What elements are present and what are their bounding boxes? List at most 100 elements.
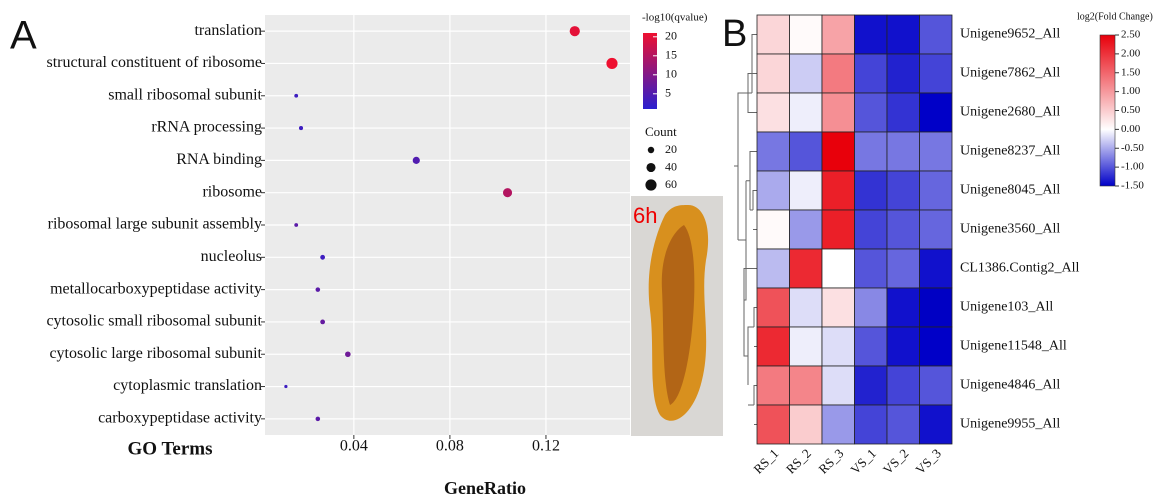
heatmap-cell (886, 92, 920, 133)
heatmap-cell (886, 404, 920, 445)
row-label: Unigene11548_All (960, 339, 1067, 354)
heatmap-cell (821, 14, 855, 55)
heatmap-cell (854, 287, 888, 328)
heatmap-cell (886, 287, 920, 328)
legend-bubble (647, 146, 655, 154)
colorbar-tick-label: 1.50 (1121, 66, 1141, 78)
bubble (320, 254, 326, 260)
legend-title: Count (645, 124, 677, 139)
heatmap-cell (821, 209, 855, 250)
heatmap-cell (756, 209, 790, 250)
heatmap-cell (756, 131, 790, 172)
heatmap-cell (854, 326, 888, 367)
legend-tick-label: 10 (665, 67, 677, 81)
legend-tick-label: 20 (665, 142, 677, 156)
row-label: Unigene103_All (960, 300, 1053, 315)
row-label: CL1386.Contig2_All (960, 261, 1080, 276)
heatmap-cell (919, 248, 953, 289)
heatmap-cell (854, 92, 888, 133)
bubble (345, 351, 351, 358)
y-tick-label: RNA binding (176, 151, 262, 168)
y-tick-label: structural constituent of ribosome (46, 54, 262, 71)
heatmap-cell (756, 53, 790, 94)
column-label: VS_2 (880, 446, 912, 478)
heatmap-cell (886, 53, 920, 94)
row-label: Unigene9652_All (960, 27, 1060, 42)
heatmap-cell (756, 92, 790, 133)
column-label: RS_3 (815, 446, 846, 477)
column-label: VS_3 (912, 446, 944, 478)
row-label: Unigene9955_All (960, 417, 1060, 432)
heatmap-cell (789, 248, 823, 289)
row-label: Unigene8045_All (960, 183, 1060, 198)
bubble (315, 287, 321, 292)
heatmap-cell (821, 92, 855, 133)
heatmap-cell (789, 209, 823, 250)
colorbar-tick-label: 0.00 (1121, 123, 1141, 135)
column-label: RS_1 (750, 446, 781, 477)
legend-tick-label: 20 (665, 29, 677, 43)
y-tick-label: cytosolic large ribosomal subunit (49, 345, 262, 362)
heatmap-cell (821, 404, 855, 445)
heatmap-cell (919, 131, 953, 172)
heatmap-cell (886, 326, 920, 367)
heatmap-cell (789, 14, 823, 55)
heatmap-cell (789, 287, 823, 328)
column-label: VS_1 (847, 446, 879, 478)
bubble (606, 57, 618, 70)
heatmap-cell (854, 14, 888, 55)
y-axis-label: GO Terms (128, 438, 213, 459)
bubble (412, 156, 420, 164)
heatmap-cell (919, 404, 953, 445)
y-tick-label: nucleolus (201, 248, 262, 265)
colorbar-tick-label: 0.50 (1121, 104, 1141, 116)
heatmap-cell (756, 248, 790, 289)
legend-tick-label: 15 (665, 48, 677, 62)
x-axis-label: GeneRatio (444, 478, 526, 498)
heatmap-cell (756, 365, 790, 406)
photo (631, 196, 723, 436)
bubble (315, 416, 321, 422)
heatmap-cell (821, 131, 855, 172)
heatmap-cell (919, 14, 953, 55)
heatmap-cell (821, 170, 855, 211)
column-label: RS_2 (783, 446, 814, 477)
panel-label: A (10, 14, 37, 58)
bubble (569, 26, 580, 37)
bubble (320, 319, 326, 325)
colorbar-tick-label: -1.00 (1121, 161, 1144, 173)
heatmap-cell (789, 365, 823, 406)
colorbar-tick-label: -1.50 (1121, 180, 1144, 192)
y-tick-label: cytoplasmic translation (113, 377, 262, 394)
x-tick-label: 0.08 (436, 438, 464, 455)
y-tick-label: carboxypeptidase activity (98, 410, 262, 427)
x-tick-label: 0.12 (532, 438, 560, 455)
legend-tick-label: 40 (665, 159, 677, 173)
heatmap-cell (821, 53, 855, 94)
bubble (502, 188, 513, 198)
legend-tick-label: 5 (665, 86, 671, 100)
heatmap-cell (919, 209, 953, 250)
panel-label: B (722, 13, 747, 55)
legend-bubble (645, 179, 657, 191)
y-tick-label: metallocarboxypeptidase activity (50, 280, 262, 297)
heatmap-cell (919, 92, 953, 133)
heatmap-cell (886, 365, 920, 406)
bubble (294, 93, 299, 98)
heatmap-cell (789, 92, 823, 133)
row-label: Unigene2680_All (960, 105, 1060, 120)
heatmap-cell (854, 170, 888, 211)
bubble (298, 126, 304, 131)
legend-title: -log10(qvalue) (642, 12, 708, 24)
row-label: Unigene8237_All (960, 144, 1060, 159)
heatmap-cell (789, 170, 823, 211)
heatmap-cell (821, 326, 855, 367)
row-label: Unigene7862_All (960, 66, 1060, 81)
heatmap-cell (821, 287, 855, 328)
heatmap-cell (821, 248, 855, 289)
heatmap-cell (854, 365, 888, 406)
colorbar-tick-label: 2.50 (1121, 29, 1141, 41)
colorbar-tick-label: 2.00 (1121, 47, 1141, 59)
y-tick-label: translation (194, 22, 262, 39)
heatmap-cell (919, 287, 953, 328)
